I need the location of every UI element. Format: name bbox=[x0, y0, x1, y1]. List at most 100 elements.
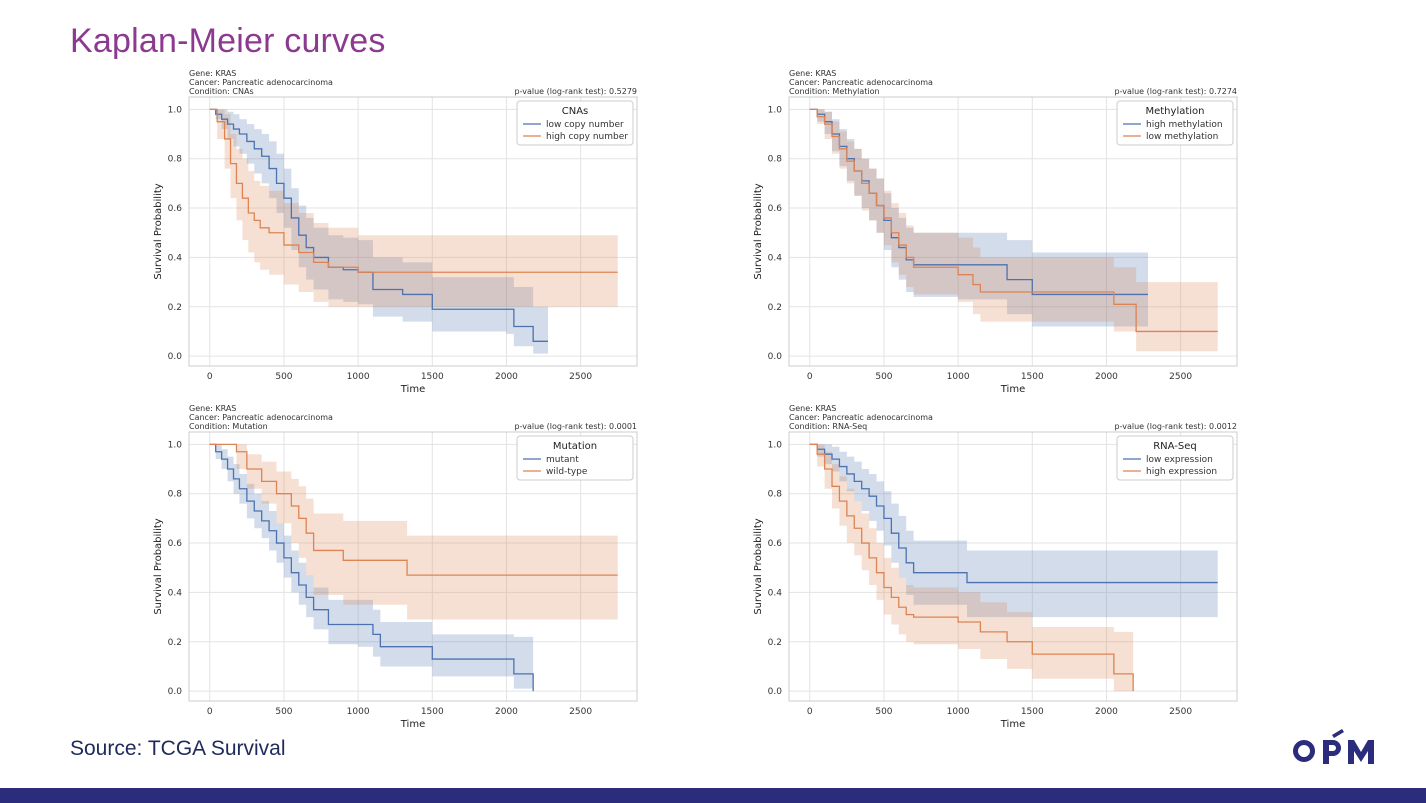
y-tick-label: 0.0 bbox=[168, 352, 183, 362]
legend-item: high expression bbox=[1146, 467, 1217, 477]
y-tick-label: 0.4 bbox=[168, 588, 183, 598]
survival-curve-blue bbox=[209, 443, 534, 692]
confidence-band-blue bbox=[209, 444, 534, 692]
x-tick-label: 2500 bbox=[569, 707, 592, 717]
legend: Methylation high methylation low methylati… bbox=[1116, 100, 1234, 146]
x-axis-label: Time bbox=[1000, 384, 1025, 395]
y-tick-label: 1.0 bbox=[168, 105, 183, 115]
plot-frame bbox=[188, 96, 638, 367]
y-tick-label: 0.2 bbox=[768, 303, 782, 313]
slide-title: Kaplan-Meier curves bbox=[70, 22, 386, 60]
y-tick-label: 0.0 bbox=[768, 352, 783, 362]
y-tick-label: 0.4 bbox=[768, 588, 783, 598]
x-tick-label: 1500 bbox=[421, 372, 444, 382]
confidence-band-blue bbox=[809, 109, 1148, 327]
x-tick-label: 1500 bbox=[1021, 707, 1044, 717]
condition-label: Condition: Methylation bbox=[789, 87, 880, 96]
gene-label: Gene: KRAS bbox=[789, 404, 836, 413]
gene-label: Gene: KRAS bbox=[789, 69, 836, 78]
cancer-label: Cancer: Pancreatic adenocarcinoma bbox=[789, 413, 933, 422]
y-axis-label: Survival Probability bbox=[153, 518, 164, 614]
cancer-label: Cancer: Pancreatic adenocarcinoma bbox=[189, 413, 333, 422]
legend-item: low copy number bbox=[546, 120, 624, 130]
y-tick-label: 0.8 bbox=[768, 155, 783, 165]
legend: Mutation mutant wild-type bbox=[516, 435, 634, 481]
legend-item: mutant bbox=[546, 455, 579, 465]
x-tick-label: 2500 bbox=[1169, 372, 1192, 382]
y-tick-label: 0.8 bbox=[168, 155, 183, 165]
x-tick-label: 0 bbox=[807, 372, 813, 382]
legend-title: Mutation bbox=[553, 441, 597, 452]
x-tick-label: 500 bbox=[875, 707, 892, 717]
survival-curve-blue bbox=[809, 443, 1218, 584]
x-tick-label: 1000 bbox=[347, 372, 370, 382]
legend-title: RNA-Seq bbox=[1153, 441, 1197, 452]
survival-curve-blue bbox=[209, 108, 548, 342]
condition-label: Condition: Mutation bbox=[189, 422, 268, 431]
x-tick-label: 1500 bbox=[1021, 372, 1044, 382]
pvalue-label: p-value (log-rank test): 0.5279 bbox=[515, 87, 638, 96]
x-tick-label: 1500 bbox=[421, 707, 444, 717]
x-tick-label: 2500 bbox=[569, 372, 592, 382]
cancer-label: Cancer: Pancreatic adenocarcinoma bbox=[189, 78, 333, 87]
pvalue-label: p-value (log-rank test): 0.0012 bbox=[1115, 422, 1238, 431]
legend: RNA-Seq low expression high expression bbox=[1116, 435, 1234, 481]
survival-curve-orange bbox=[809, 443, 1134, 692]
x-tick-label: 2500 bbox=[1169, 707, 1192, 717]
x-axis-label: Time bbox=[400, 719, 425, 730]
legend-item: low expression bbox=[1146, 455, 1213, 465]
x-tick-label: 2000 bbox=[495, 372, 518, 382]
y-tick-label: 0.8 bbox=[168, 490, 183, 500]
y-tick-label: 0.6 bbox=[768, 204, 783, 214]
x-tick-label: 500 bbox=[875, 372, 892, 382]
y-axis-label: Survival Probability bbox=[153, 183, 164, 279]
x-tick-label: 1000 bbox=[947, 707, 970, 717]
legend-box bbox=[516, 100, 634, 146]
plot-frame bbox=[788, 431, 1238, 702]
confidence-band-orange bbox=[209, 109, 618, 307]
gene-label: Gene: KRAS bbox=[189, 404, 236, 413]
y-tick-label: 1.0 bbox=[768, 440, 783, 450]
confidence-band-blue bbox=[809, 444, 1218, 618]
legend-item: high copy number bbox=[546, 132, 628, 142]
legend-title: Methylation bbox=[1145, 106, 1204, 117]
x-tick-label: 1000 bbox=[347, 707, 370, 717]
plot-frame bbox=[788, 96, 1238, 367]
legend-item: low methylation bbox=[1146, 132, 1218, 142]
y-tick-label: 1.0 bbox=[768, 105, 783, 115]
y-tick-label: 0.0 bbox=[168, 687, 183, 697]
gene-label: Gene: KRAS bbox=[189, 69, 236, 78]
y-tick-label: 0.8 bbox=[768, 490, 783, 500]
pvalue-label: p-value (log-rank test): 0.0001 bbox=[515, 422, 638, 431]
y-tick-label: 0.6 bbox=[768, 539, 783, 549]
survival-curve-orange bbox=[809, 108, 1218, 333]
y-tick-label: 0.6 bbox=[168, 204, 183, 214]
legend-item: high methylation bbox=[1146, 120, 1223, 130]
y-axis-label: Survival Probability bbox=[753, 183, 764, 279]
y-axis-label: Survival Probability bbox=[753, 518, 764, 614]
x-tick-label: 2000 bbox=[1095, 707, 1118, 717]
condition-label: Condition: CNAs bbox=[189, 87, 254, 96]
x-axis-label: Time bbox=[1000, 719, 1025, 730]
x-tick-label: 500 bbox=[275, 372, 292, 382]
y-tick-label: 0.2 bbox=[168, 638, 182, 648]
legend: CNAs low copy number high copy number bbox=[516, 100, 634, 146]
legend-box bbox=[1116, 100, 1234, 146]
footer-bar bbox=[0, 788, 1426, 803]
x-tick-label: 1000 bbox=[947, 372, 970, 382]
y-tick-label: 0.4 bbox=[768, 253, 783, 263]
confidence-band-orange bbox=[809, 444, 1134, 692]
cancer-label: Cancer: Pancreatic adenocarcinoma bbox=[789, 78, 933, 87]
confidence-band-blue bbox=[209, 109, 548, 354]
survival-curve-orange bbox=[209, 108, 618, 273]
x-tick-label: 500 bbox=[275, 707, 292, 717]
legend-title: CNAs bbox=[562, 106, 589, 117]
pvalue-label: p-value (log-rank test): 0.7274 bbox=[1115, 87, 1238, 96]
x-axis-label: Time bbox=[400, 384, 425, 395]
y-tick-label: 1.0 bbox=[168, 440, 183, 450]
y-tick-label: 0.2 bbox=[168, 303, 182, 313]
